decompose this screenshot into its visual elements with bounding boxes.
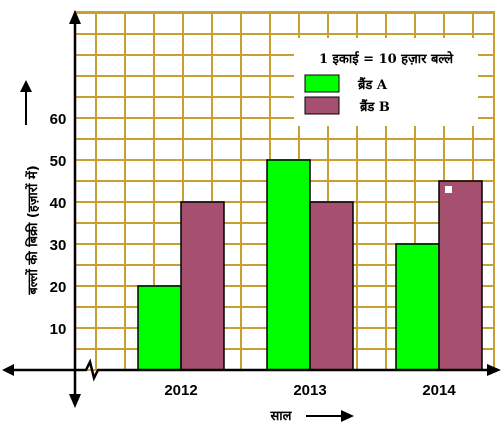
bar-brand-b-2013 <box>309 201 354 371</box>
legend-note: 1 इकाई = 10 हज़ार बल्ले <box>319 51 454 67</box>
x-axis-line <box>10 358 490 382</box>
legend-label-brand-a: ब्रैंड A <box>357 77 388 93</box>
bar-brand-b-2014 <box>438 180 483 371</box>
x-axis-arrowhead-right-icon <box>487 364 501 376</box>
x-axis-arrowhead-left-icon <box>2 364 14 376</box>
bar-brand-a-2012 <box>137 285 182 371</box>
y-axis-title: बल्लों की बिक्री (हज़ारों में) <box>25 165 41 295</box>
y-axis-title-arrowhead-icon <box>20 80 32 92</box>
axes <box>2 10 501 408</box>
y-tick-label: 50 <box>50 153 67 170</box>
bar-brand-a-2014 <box>395 243 440 371</box>
y-tick-label: 40 <box>50 195 67 212</box>
legend-swatch-brand-a <box>304 74 340 93</box>
y-tick-labels: 10 20 30 40 50 60 <box>50 111 67 338</box>
legend-swatch-brand-b <box>304 96 340 115</box>
x-tick-labels: 2012 2013 2014 <box>164 382 456 399</box>
x-tick-label: 2014 <box>422 382 456 399</box>
y-tick-label: 10 <box>50 321 67 338</box>
y-axis-arrowhead-up-icon <box>69 10 81 24</box>
x-axis-title: साल <box>270 409 293 424</box>
marker-square <box>445 186 452 193</box>
x-tick-label: 2012 <box>164 382 197 399</box>
bar-brand-a-2013 <box>266 159 311 371</box>
legend-label-brand-b: ब्रैंड B <box>359 99 390 115</box>
y-tick-label: 60 <box>50 111 67 128</box>
x-axis-title-arrowhead-icon <box>341 410 354 422</box>
y-axis-arrowhead-down-icon <box>69 394 81 408</box>
y-tick-label: 30 <box>50 237 67 254</box>
bars <box>137 159 483 371</box>
x-axis-title-group: साल <box>270 409 354 424</box>
y-axis-title-group: बल्लों की बिक्री (हज़ारों में) <box>20 80 41 296</box>
bar-brand-b-2012 <box>180 201 225 371</box>
y-tick-label: 20 <box>50 279 67 296</box>
legend: 1 इकाई = 10 हज़ार बल्ले ब्रैंड A ब्रैंड … <box>294 38 478 126</box>
x-tick-label: 2013 <box>293 382 326 399</box>
